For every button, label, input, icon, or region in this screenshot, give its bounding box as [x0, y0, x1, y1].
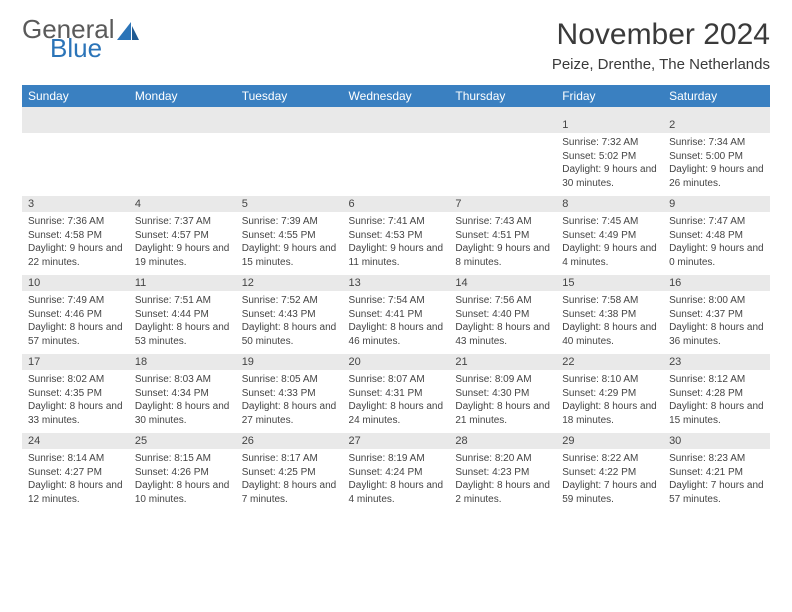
day-number: 27 — [343, 433, 450, 449]
day-detail-row: Sunrise: 7:49 AM Sunset: 4:46 PM Dayligh… — [22, 291, 770, 354]
day-detail: Sunrise: 7:43 AM Sunset: 4:51 PM Dayligh… — [449, 212, 556, 275]
day-number-row: 3456789 — [22, 196, 770, 212]
brand-logo: General Blue — [22, 18, 139, 61]
page-header: General Blue November 2024 Peize, Drenth… — [22, 18, 770, 73]
weekday-header: Sunday — [22, 85, 129, 107]
day-detail — [343, 133, 450, 196]
day-number: 16 — [663, 275, 770, 291]
day-detail: Sunrise: 7:56 AM Sunset: 4:40 PM Dayligh… — [449, 291, 556, 354]
day-number: 29 — [556, 433, 663, 449]
day-detail: Sunrise: 8:03 AM Sunset: 4:34 PM Dayligh… — [129, 370, 236, 433]
day-number: 22 — [556, 354, 663, 370]
day-number: 30 — [663, 433, 770, 449]
day-detail: Sunrise: 7:45 AM Sunset: 4:49 PM Dayligh… — [556, 212, 663, 275]
day-detail: Sunrise: 8:07 AM Sunset: 4:31 PM Dayligh… — [343, 370, 450, 433]
weekday-header-row: SundayMondayTuesdayWednesdayThursdayFrid… — [22, 85, 770, 107]
location-text: Peize, Drenthe, The Netherlands — [552, 56, 770, 73]
day-detail — [449, 133, 556, 196]
day-number: 10 — [22, 275, 129, 291]
brand-text: General Blue — [22, 18, 115, 61]
month-title: November 2024 — [552, 18, 770, 52]
day-detail: Sunrise: 7:47 AM Sunset: 4:48 PM Dayligh… — [663, 212, 770, 275]
day-number: 3 — [22, 196, 129, 212]
day-detail: Sunrise: 7:36 AM Sunset: 4:58 PM Dayligh… — [22, 212, 129, 275]
sail-icon — [117, 22, 139, 47]
weekday-header: Friday — [556, 85, 663, 107]
day-number: 25 — [129, 433, 236, 449]
day-detail: Sunrise: 8:20 AM Sunset: 4:23 PM Dayligh… — [449, 449, 556, 512]
day-detail: Sunrise: 8:10 AM Sunset: 4:29 PM Dayligh… — [556, 370, 663, 433]
day-number — [22, 117, 129, 133]
day-number: 26 — [236, 433, 343, 449]
day-detail — [22, 133, 129, 196]
day-detail — [129, 133, 236, 196]
day-detail-row: Sunrise: 7:32 AM Sunset: 5:02 PM Dayligh… — [22, 133, 770, 196]
day-number-row: 24252627282930 — [22, 433, 770, 449]
day-detail: Sunrise: 7:41 AM Sunset: 4:53 PM Dayligh… — [343, 212, 450, 275]
day-number — [449, 117, 556, 133]
day-number: 23 — [663, 354, 770, 370]
day-detail: Sunrise: 7:39 AM Sunset: 4:55 PM Dayligh… — [236, 212, 343, 275]
day-number: 12 — [236, 275, 343, 291]
day-detail: Sunrise: 7:54 AM Sunset: 4:41 PM Dayligh… — [343, 291, 450, 354]
day-detail: Sunrise: 7:51 AM Sunset: 4:44 PM Dayligh… — [129, 291, 236, 354]
day-number: 17 — [22, 354, 129, 370]
day-number-row: 10111213141516 — [22, 275, 770, 291]
day-detail: Sunrise: 8:19 AM Sunset: 4:24 PM Dayligh… — [343, 449, 450, 512]
day-detail: Sunrise: 8:05 AM Sunset: 4:33 PM Dayligh… — [236, 370, 343, 433]
day-number — [236, 117, 343, 133]
day-number-row: 12 — [22, 117, 770, 133]
day-number: 2 — [663, 117, 770, 133]
day-number: 28 — [449, 433, 556, 449]
day-detail-row: Sunrise: 8:02 AM Sunset: 4:35 PM Dayligh… — [22, 370, 770, 433]
day-detail: Sunrise: 7:32 AM Sunset: 5:02 PM Dayligh… — [556, 133, 663, 196]
day-number: 11 — [129, 275, 236, 291]
day-number: 24 — [22, 433, 129, 449]
day-detail: Sunrise: 8:14 AM Sunset: 4:27 PM Dayligh… — [22, 449, 129, 512]
day-number — [129, 117, 236, 133]
day-detail: Sunrise: 8:02 AM Sunset: 4:35 PM Dayligh… — [22, 370, 129, 433]
day-detail: Sunrise: 7:58 AM Sunset: 4:38 PM Dayligh… — [556, 291, 663, 354]
day-detail: Sunrise: 7:52 AM Sunset: 4:43 PM Dayligh… — [236, 291, 343, 354]
day-detail: Sunrise: 8:23 AM Sunset: 4:21 PM Dayligh… — [663, 449, 770, 512]
day-detail: Sunrise: 8:12 AM Sunset: 4:28 PM Dayligh… — [663, 370, 770, 433]
weekday-header: Wednesday — [343, 85, 450, 107]
day-detail-row: Sunrise: 7:36 AM Sunset: 4:58 PM Dayligh… — [22, 212, 770, 275]
day-number: 6 — [343, 196, 450, 212]
calendar-table: SundayMondayTuesdayWednesdayThursdayFrid… — [22, 85, 770, 512]
day-detail: Sunrise: 8:22 AM Sunset: 4:22 PM Dayligh… — [556, 449, 663, 512]
day-number: 21 — [449, 354, 556, 370]
day-number: 1 — [556, 117, 663, 133]
day-detail: Sunrise: 8:15 AM Sunset: 4:26 PM Dayligh… — [129, 449, 236, 512]
day-number: 13 — [343, 275, 450, 291]
weekday-header: Tuesday — [236, 85, 343, 107]
day-number: 14 — [449, 275, 556, 291]
day-number: 7 — [449, 196, 556, 212]
day-detail: Sunrise: 8:00 AM Sunset: 4:37 PM Dayligh… — [663, 291, 770, 354]
day-detail-row: Sunrise: 8:14 AM Sunset: 4:27 PM Dayligh… — [22, 449, 770, 512]
title-block: November 2024 Peize, Drenthe, The Nether… — [552, 18, 770, 73]
day-number: 9 — [663, 196, 770, 212]
day-detail — [236, 133, 343, 196]
day-detail: Sunrise: 8:09 AM Sunset: 4:30 PM Dayligh… — [449, 370, 556, 433]
day-detail: Sunrise: 7:34 AM Sunset: 5:00 PM Dayligh… — [663, 133, 770, 196]
day-detail: Sunrise: 7:49 AM Sunset: 4:46 PM Dayligh… — [22, 291, 129, 354]
day-number — [343, 117, 450, 133]
day-number: 5 — [236, 196, 343, 212]
day-number: 19 — [236, 354, 343, 370]
weekday-header: Monday — [129, 85, 236, 107]
weekday-header: Thursday — [449, 85, 556, 107]
day-number-row: 17181920212223 — [22, 354, 770, 370]
day-number: 18 — [129, 354, 236, 370]
day-number: 8 — [556, 196, 663, 212]
day-number: 15 — [556, 275, 663, 291]
weekday-header: Saturday — [663, 85, 770, 107]
day-detail: Sunrise: 8:17 AM Sunset: 4:25 PM Dayligh… — [236, 449, 343, 512]
day-number: 20 — [343, 354, 450, 370]
day-number: 4 — [129, 196, 236, 212]
day-detail: Sunrise: 7:37 AM Sunset: 4:57 PM Dayligh… — [129, 212, 236, 275]
